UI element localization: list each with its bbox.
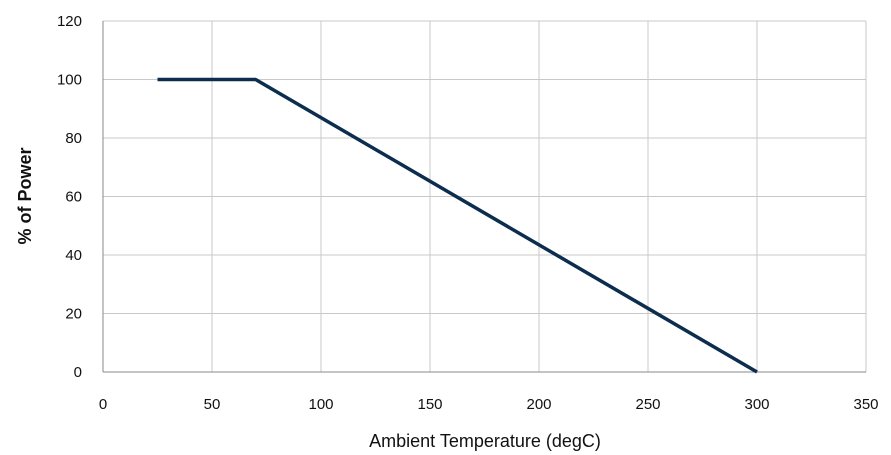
x-tick-label-350: 350 bbox=[853, 396, 878, 413]
plot-axes bbox=[102, 21, 866, 373]
y-axis-ticks: 0 20 40 60 80 100 120 bbox=[57, 13, 82, 381]
x-tick-label-150: 150 bbox=[417, 396, 442, 413]
x-tick-label-200: 200 bbox=[526, 396, 551, 413]
y-tick-label-0: 0 bbox=[74, 364, 82, 381]
y-tick-label-60: 60 bbox=[65, 189, 82, 206]
series-layer bbox=[157, 77, 758, 374]
y-tick-label-20: 20 bbox=[65, 306, 82, 323]
x-axis-label: Ambient Temperature (degC) bbox=[369, 431, 601, 451]
grid-lines bbox=[103, 20, 867, 372]
x-tick-label-100: 100 bbox=[308, 396, 333, 413]
y-axis-label: % of Power bbox=[15, 147, 35, 244]
y-tick-label-120: 120 bbox=[57, 13, 82, 30]
y-tick-label-80: 80 bbox=[65, 130, 82, 147]
x-axis-ticks: 0 50 100 150 200 250 300 350 bbox=[99, 396, 879, 413]
x-tick-label-300: 300 bbox=[744, 396, 769, 413]
y-tick-label-100: 100 bbox=[57, 72, 82, 89]
x-tick-label-0: 0 bbox=[99, 396, 107, 413]
y-tick-label-40: 40 bbox=[65, 247, 82, 264]
series-line-0 bbox=[157, 77, 758, 374]
x-tick-label-250: 250 bbox=[635, 396, 660, 413]
x-tick-label-50: 50 bbox=[204, 396, 221, 413]
